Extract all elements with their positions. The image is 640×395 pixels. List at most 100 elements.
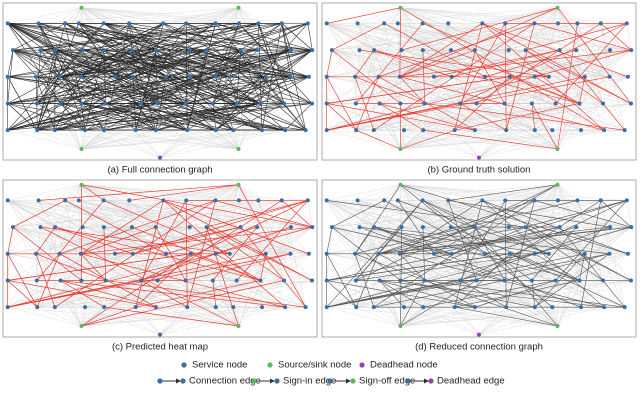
service-node (53, 225, 57, 229)
service-node (508, 252, 512, 256)
service-node (6, 198, 10, 202)
service-node (583, 75, 587, 79)
service-node (255, 48, 259, 52)
service-node (102, 198, 106, 202)
service-node (556, 21, 560, 25)
service-node (330, 48, 334, 52)
service-node (372, 225, 376, 229)
service-node (626, 252, 630, 256)
service-node (398, 278, 402, 282)
service-node (154, 128, 158, 132)
service-node (211, 101, 215, 105)
service-node (58, 252, 62, 256)
legend-edge-start (157, 378, 162, 383)
deadhead-node (477, 333, 481, 337)
service-node (127, 21, 131, 25)
service-node (400, 225, 404, 229)
service-node (79, 252, 83, 256)
service-node (38, 48, 42, 52)
legend-edge-start (405, 378, 410, 383)
service-node (310, 48, 314, 52)
panel: (a) Full connection graph (3, 3, 317, 176)
service-node (154, 48, 158, 52)
service-node (289, 48, 293, 52)
service-node (35, 278, 39, 282)
service-node (377, 75, 381, 79)
service-node (211, 278, 215, 282)
service-node (260, 128, 264, 132)
panel-caption: (b) Ground truth solution (428, 165, 531, 176)
source-sink-node (556, 183, 560, 187)
service-node (325, 305, 329, 309)
service-node (184, 101, 188, 105)
service-node (6, 75, 10, 79)
service-node (154, 305, 158, 309)
service-node (532, 21, 536, 25)
service-node (449, 48, 453, 52)
service-node (282, 101, 286, 105)
service-node (131, 252, 135, 256)
service-node (53, 48, 57, 52)
service-node (602, 305, 606, 309)
source-sink-node (80, 147, 84, 151)
service-node (280, 21, 284, 25)
service-node (283, 305, 287, 309)
service-node (583, 252, 587, 256)
service-node (625, 198, 629, 202)
service-node (63, 21, 67, 25)
service-node (325, 75, 329, 79)
service-node (264, 252, 268, 256)
service-node (79, 75, 83, 79)
service-node (449, 225, 453, 229)
service-node (504, 305, 508, 309)
service-node (483, 75, 487, 79)
service-node (423, 278, 427, 282)
legend-node-icon (267, 362, 272, 367)
legend-edge-start (251, 378, 256, 383)
service-node (473, 305, 477, 309)
service-node (6, 305, 10, 309)
service-node (574, 48, 578, 52)
service-node (188, 225, 192, 229)
service-node (258, 101, 262, 105)
service-node (134, 305, 138, 309)
service-node (396, 198, 400, 202)
service-node (483, 252, 487, 256)
service-node (575, 198, 579, 202)
service-node (421, 305, 425, 309)
service-node (629, 48, 633, 52)
service-node (214, 128, 218, 132)
panel-caption: (a) Full connection graph (107, 165, 212, 176)
service-node (77, 198, 81, 202)
service-node (188, 48, 192, 52)
service-node (533, 128, 537, 132)
source-sink-node (399, 147, 403, 151)
service-node (533, 75, 537, 79)
source-sink-node (399, 183, 403, 187)
service-node (372, 305, 376, 309)
service-node (504, 128, 508, 132)
service-node (213, 21, 217, 25)
service-node (81, 48, 85, 52)
service-node (503, 101, 507, 105)
service-node (396, 21, 400, 25)
service-node (530, 101, 534, 105)
service-node (357, 225, 361, 229)
service-node (372, 128, 376, 132)
legend-edge-end (350, 378, 355, 383)
service-node (524, 48, 528, 52)
service-node (532, 198, 536, 202)
panel: (b) Ground truth solution (322, 3, 636, 176)
panel-caption: (c) Predicted heat map (112, 342, 208, 353)
service-node (104, 278, 108, 282)
service-node (623, 305, 627, 309)
service-node (547, 75, 551, 79)
service-node (353, 75, 357, 79)
service-node (325, 252, 329, 256)
service-node (599, 21, 603, 25)
service-node (354, 101, 358, 105)
service-node (6, 252, 10, 256)
service-node (524, 225, 528, 229)
service-node (184, 21, 188, 25)
service-node (450, 252, 454, 256)
